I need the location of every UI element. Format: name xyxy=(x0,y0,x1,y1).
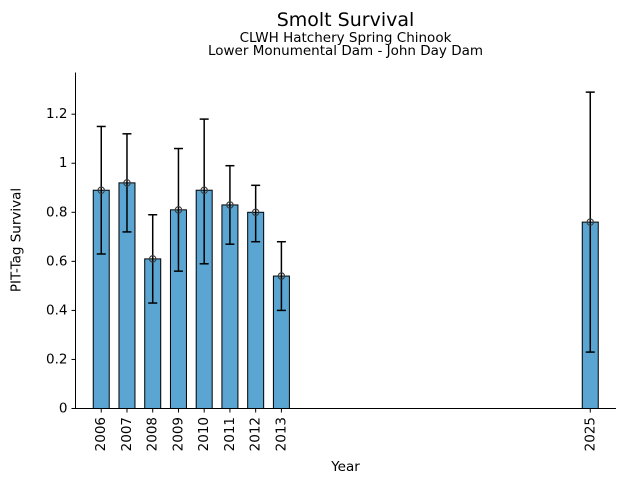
x-tick-label: 2025 xyxy=(582,417,598,451)
data-point-marker xyxy=(226,201,234,209)
data-point-marker xyxy=(174,206,183,214)
x-tick-label: 2010 xyxy=(196,417,212,451)
chart-subtitle-line2: Lower Monumental Dam - John Day Dam xyxy=(207,43,484,59)
y-tick-label: 1 xyxy=(59,155,68,171)
data-point-marker xyxy=(97,186,105,194)
y-tick-label: 0 xyxy=(59,401,68,417)
x-tick-label: 2009 xyxy=(170,417,186,451)
data-point-marker xyxy=(123,179,131,187)
x-tick-label: 2008 xyxy=(145,417,161,451)
data-point-marker xyxy=(251,208,260,217)
x-tick-label: 2007 xyxy=(119,417,135,451)
y-tick-label: 0.4 xyxy=(46,302,67,318)
x-tick-label: 2011 xyxy=(222,417,238,451)
y-tick-label: 0.2 xyxy=(46,351,67,367)
x-tick-label: 2013 xyxy=(273,417,289,451)
data-point-marker xyxy=(148,255,157,263)
data-point-marker xyxy=(586,218,595,226)
y-tick-label: 0.8 xyxy=(46,204,67,220)
chart-subtitle-line1: CLWH Hatchery Spring Chinook xyxy=(239,30,452,46)
data-point-marker xyxy=(200,186,208,194)
x-axis-label: Year xyxy=(331,459,360,475)
data-point-marker xyxy=(277,272,286,280)
x-tick-label: 2012 xyxy=(248,417,264,451)
y-tick-label: 1.2 xyxy=(46,106,67,122)
chart-title: Smolt Survival xyxy=(276,9,415,31)
x-tick-label: 2006 xyxy=(93,417,109,451)
y-tick-label: 0.6 xyxy=(46,253,67,269)
